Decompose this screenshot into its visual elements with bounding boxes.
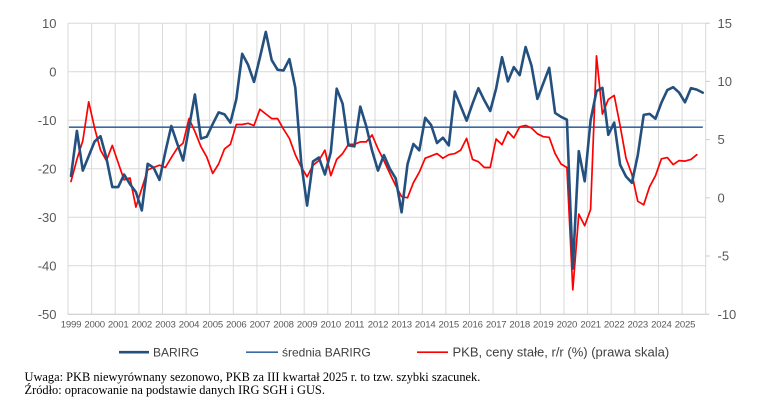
svg-text:2004: 2004: [179, 320, 200, 331]
svg-text:2025: 2025: [675, 320, 696, 331]
svg-text:-10: -10: [718, 307, 737, 322]
svg-text:średnia BARIRG: średnia BARIRG: [282, 346, 371, 360]
svg-text:2009: 2009: [297, 320, 318, 331]
svg-text:PKB, ceny stałe, r/r (%) (praw: PKB, ceny stałe, r/r (%) (prawa skala): [453, 345, 670, 360]
svg-text:2022: 2022: [604, 320, 625, 331]
svg-text:1999: 1999: [61, 320, 82, 331]
svg-text:2013: 2013: [391, 320, 412, 331]
svg-text:2016: 2016: [462, 320, 483, 331]
svg-text:2019: 2019: [533, 320, 554, 331]
svg-text:-40: -40: [38, 258, 57, 273]
svg-text:2018: 2018: [509, 320, 530, 331]
svg-text:2017: 2017: [486, 320, 507, 331]
svg-text:2006: 2006: [226, 320, 247, 331]
svg-text:-30: -30: [38, 210, 57, 225]
svg-text:10: 10: [718, 74, 732, 89]
svg-text:2008: 2008: [273, 320, 294, 331]
svg-text:2021: 2021: [580, 320, 601, 331]
svg-text:2014: 2014: [415, 320, 436, 331]
svg-text:2005: 2005: [202, 320, 223, 331]
svg-text:2015: 2015: [439, 320, 460, 331]
svg-text:-20: -20: [38, 161, 57, 176]
svg-text:2011: 2011: [344, 320, 364, 331]
svg-text:-50: -50: [38, 307, 57, 322]
svg-text:2010: 2010: [321, 320, 342, 331]
svg-text:-5: -5: [718, 249, 730, 264]
svg-text:2023: 2023: [628, 320, 649, 331]
svg-text:0: 0: [718, 190, 725, 205]
svg-text:2001: 2001: [108, 320, 129, 331]
svg-text:-10: -10: [38, 113, 57, 128]
svg-text:2024: 2024: [651, 320, 672, 331]
svg-text:0: 0: [49, 64, 56, 79]
svg-text:2002: 2002: [132, 320, 153, 331]
svg-text:2000: 2000: [84, 320, 105, 331]
svg-text:2012: 2012: [368, 320, 389, 331]
svg-text:5: 5: [718, 132, 725, 147]
svg-text:2020: 2020: [557, 320, 578, 331]
svg-text:BARIRG: BARIRG: [153, 346, 199, 360]
svg-text:10: 10: [42, 16, 56, 31]
svg-text:2007: 2007: [250, 320, 271, 331]
svg-text:2003: 2003: [155, 320, 176, 331]
svg-text:15: 15: [718, 16, 732, 31]
